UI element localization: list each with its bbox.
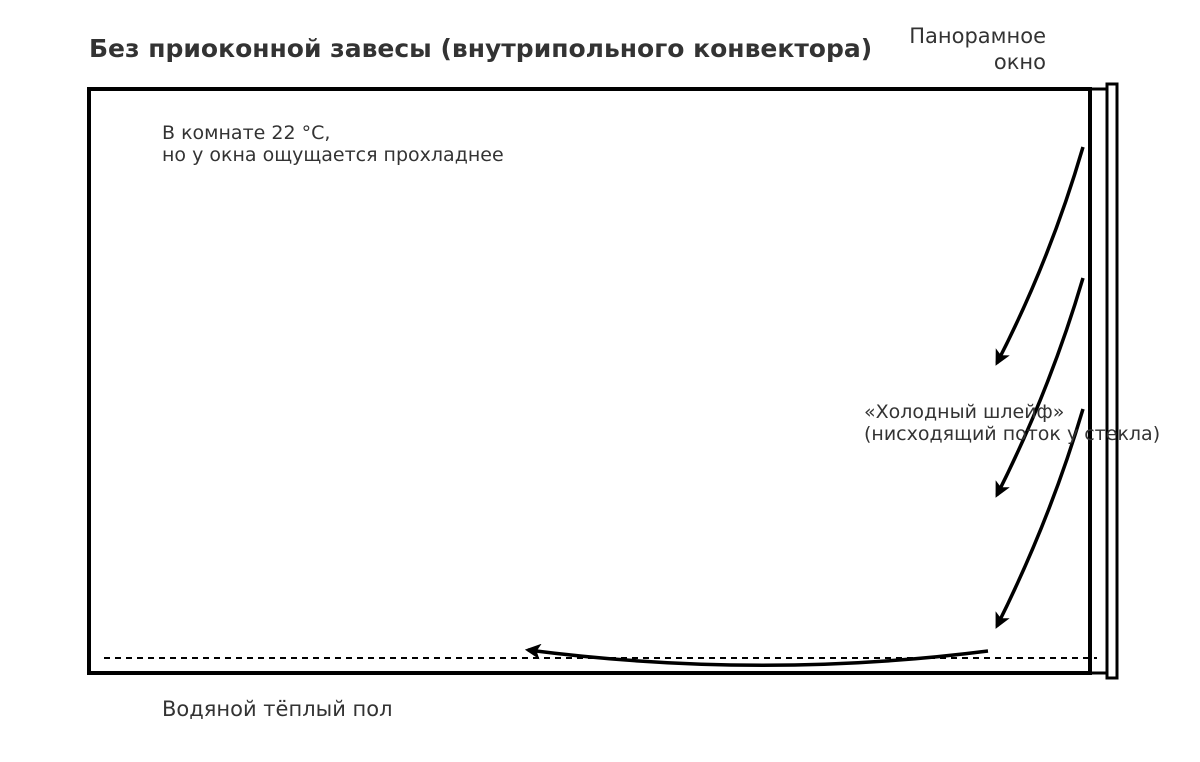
plume-label-line-1: «Холодный шлейф» — [864, 401, 1065, 423]
plume-label-line-2: (нисходящий поток у стекла) — [864, 423, 1161, 445]
cold-plume-arrow-1 — [995, 146, 1085, 366]
cold-plume-label: «Холодный шлейф» (нисходящий поток у сте… — [864, 401, 1160, 445]
room-temperature-note: В комнате 22 °C, но у окна ощущается про… — [162, 122, 504, 166]
floor-flow-arrow — [524, 643, 989, 667]
room-outline — [87, 87, 1092, 675]
diagram-title: Без приоконной завесы (внутрипольного ко… — [89, 34, 873, 63]
panoramic-window — [1088, 82, 1119, 680]
window-label-line-1: Панорамное — [909, 24, 1046, 48]
warm-floor-label: Водяной тёплый пол — [162, 697, 393, 721]
cold-plume-arrow-2 — [995, 277, 1085, 498]
window-label: Панорамное окно — [909, 23, 1046, 75]
window-inner-frame — [1088, 87, 1109, 675]
window-glass — [1105, 82, 1119, 680]
window-label-line-2: окно — [993, 50, 1046, 74]
room-note-line-2: но у окна ощущается прохладнее — [162, 144, 504, 166]
cold-plume-arrow-3 — [995, 408, 1085, 629]
room-note-line-1: В комнате 22 °C, — [162, 122, 331, 144]
